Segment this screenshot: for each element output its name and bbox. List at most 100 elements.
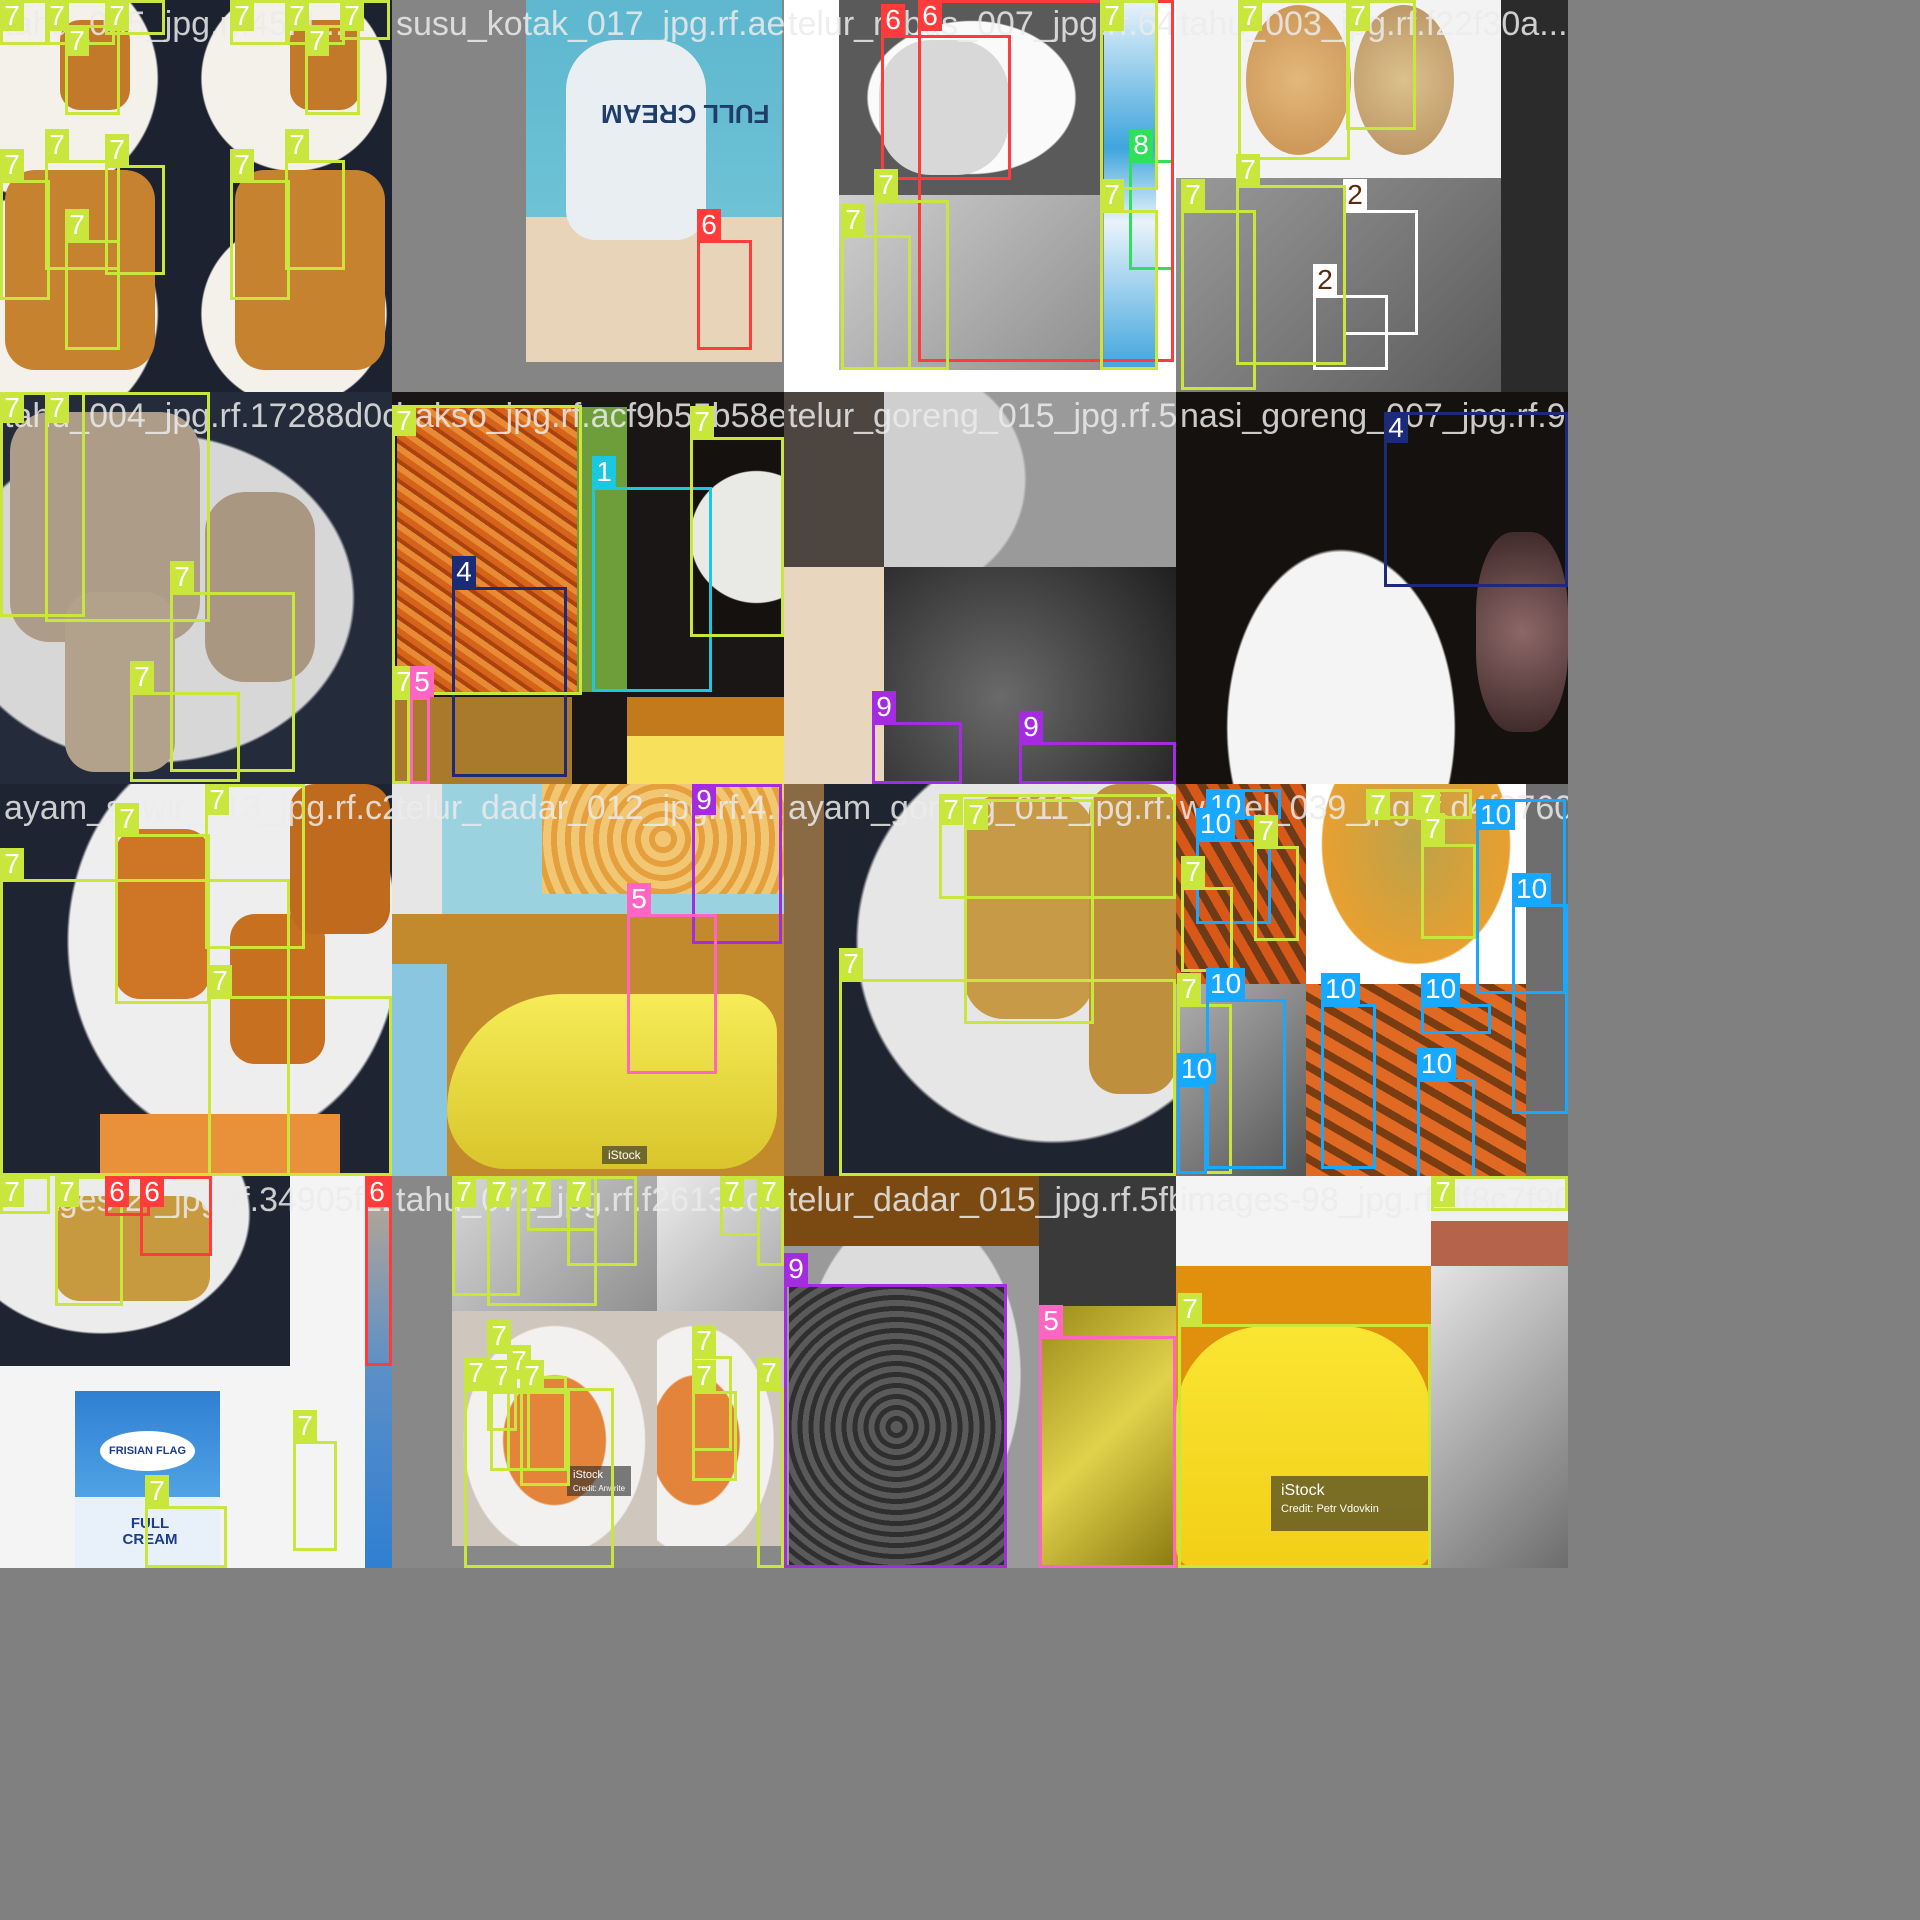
detection-box-class-9: 9 <box>1019 711 1176 784</box>
tofu <box>205 492 315 682</box>
class-label: 7 <box>939 794 963 825</box>
detection-box-class-7: 7 <box>1100 0 1158 190</box>
class-label: 7 <box>208 965 232 996</box>
detection-box-class-7: 7 <box>1181 179 1256 390</box>
class-label: 7 <box>0 0 24 31</box>
detection-box-class-7: 7 <box>1100 179 1158 370</box>
class-label: 7 <box>690 406 714 437</box>
watermark-brand: iStock <box>1281 1482 1325 1499</box>
class-label: 7 <box>527 1176 551 1207</box>
class-label: 7 <box>452 1176 476 1207</box>
fried-chicken <box>290 784 390 934</box>
detection-box-class-7: 7 <box>1366 789 1416 820</box>
tile-wortel: wortel_039_jpg.rf.d4f2760cc... 101010107… <box>1176 784 1568 1176</box>
wood-strip <box>784 784 824 1176</box>
detection-box-class-7: 7 <box>0 0 50 45</box>
detection-box-class-7: 7 <box>392 666 416 784</box>
detection-box-class-9: 9 <box>784 1253 1007 1568</box>
detection-box-class-7: 7 <box>0 392 85 617</box>
shredded-chicken <box>397 407 577 692</box>
tile-susu-kotak: FULL CREAM susu_kotak_017_jpg.rf.ae369c1… <box>392 0 784 392</box>
detection-box-class-7: 7 <box>293 1410 337 1551</box>
detection-box-class-7: 7 <box>839 948 1176 1176</box>
stock-watermark: iStock Credit: Anwrite <box>567 1466 632 1496</box>
melon <box>1354 5 1454 155</box>
class-label: 4 <box>1384 412 1408 443</box>
class-label: 7 <box>305 25 329 56</box>
detection-box-class-7: 7 <box>1421 813 1476 939</box>
class-label: 7 <box>839 948 863 979</box>
class-label: 10 <box>1321 973 1361 1004</box>
detection-box-class-7: 7 <box>964 799 1094 1024</box>
class-label: 7 <box>145 1475 169 1506</box>
detection-box-class-7: 7 <box>527 1176 597 1231</box>
class-label: 6 <box>918 0 942 31</box>
detection-box-class-7: 7 <box>757 1176 784 1266</box>
detection-box-class-7: 7 <box>170 561 295 772</box>
tile-ayam-goreng: ayam_goreng_011_jpg.rf.42... 777 <box>784 784 1176 1176</box>
detection-box-class-5: 5 <box>410 666 434 784</box>
detection-box-class-7: 7 <box>0 1176 50 1214</box>
tile-nasi-goreng: nasi_goreng_007_jpg.rf.9... 4 <box>1176 392 1568 784</box>
fried-tofu <box>5 170 155 370</box>
detection-box-class-7: 7 <box>0 848 290 1176</box>
detection-box-class-7: 7 <box>757 1357 784 1568</box>
detection-box-class-7: 7 <box>1238 0 1350 160</box>
detection-box-class-6: 6 <box>697 209 752 350</box>
detection-box-class-7: 7 <box>692 1360 737 1481</box>
detection-box-class-7: 7 <box>230 149 290 300</box>
grayscale-fried-egg <box>884 567 1176 784</box>
class-label: 7 <box>964 799 988 830</box>
gray-edge <box>1526 784 1568 1176</box>
class-label: 7 <box>45 129 69 160</box>
detection-box-class-10: 10 <box>1177 1053 1217 1174</box>
detection-box-class-7: 7 <box>1178 1293 1431 1568</box>
tile-images-2: FRISIAN FLAG FULL CREAM images-2-_jpg.rf… <box>0 1176 392 1568</box>
egg <box>879 40 1009 175</box>
class-label: 6 <box>140 1176 164 1207</box>
watermark-brand: iStock <box>608 1148 641 1162</box>
class-label: 7 <box>757 1176 781 1207</box>
detection-box-class-7: 7 <box>452 1176 520 1296</box>
class-label: 9 <box>872 691 896 722</box>
detection-box-class-10: 10 <box>1417 1048 1475 1176</box>
class-label: 7 <box>757 1357 781 1388</box>
class-label: 7 <box>520 1360 544 1391</box>
detection-box-class-7: 7 <box>340 0 390 40</box>
detection-box-class-9: 9 <box>872 691 962 784</box>
detection-box-class-7: 7 <box>105 134 165 275</box>
detection-box-class-7: 7 <box>285 129 345 270</box>
watermark-credit: Credit: Anwrite <box>573 1484 626 1493</box>
tofu-platter <box>452 1311 657 1546</box>
detection-box-class-7: 7 <box>1236 154 1346 365</box>
scrambled-egg <box>542 784 784 894</box>
fried-chicken <box>230 914 325 1064</box>
class-label: 7 <box>230 0 254 31</box>
full-cream-text: FULL CREAM <box>601 100 770 128</box>
class-label: 7 <box>45 0 69 31</box>
class-label: 2 <box>1343 179 1367 210</box>
class-label: 7 <box>1254 815 1278 846</box>
white-strip <box>392 784 442 914</box>
orange-tray <box>100 1114 340 1176</box>
detection-box-class-7: 7 <box>305 25 360 115</box>
detection-box-class-2: 2 <box>1313 264 1388 370</box>
class-label: 7 <box>170 561 194 592</box>
class-label: 9 <box>692 784 716 815</box>
fried-tofu <box>392 697 572 784</box>
detection-box-class-6: 6 <box>140 1176 212 1256</box>
detection-box-class-6: 6 <box>881 4 1011 180</box>
class-label: 7 <box>1177 973 1201 1004</box>
class-label: 7 <box>1181 856 1205 887</box>
class-label: 7 <box>130 661 154 692</box>
class-label: 7 <box>285 129 309 160</box>
banana <box>627 697 784 784</box>
class-label: 7 <box>0 392 24 423</box>
melon <box>1246 5 1351 155</box>
class-label: 7 <box>874 169 898 200</box>
class-label: 6 <box>105 1176 129 1207</box>
class-label: 7 <box>487 1176 511 1207</box>
